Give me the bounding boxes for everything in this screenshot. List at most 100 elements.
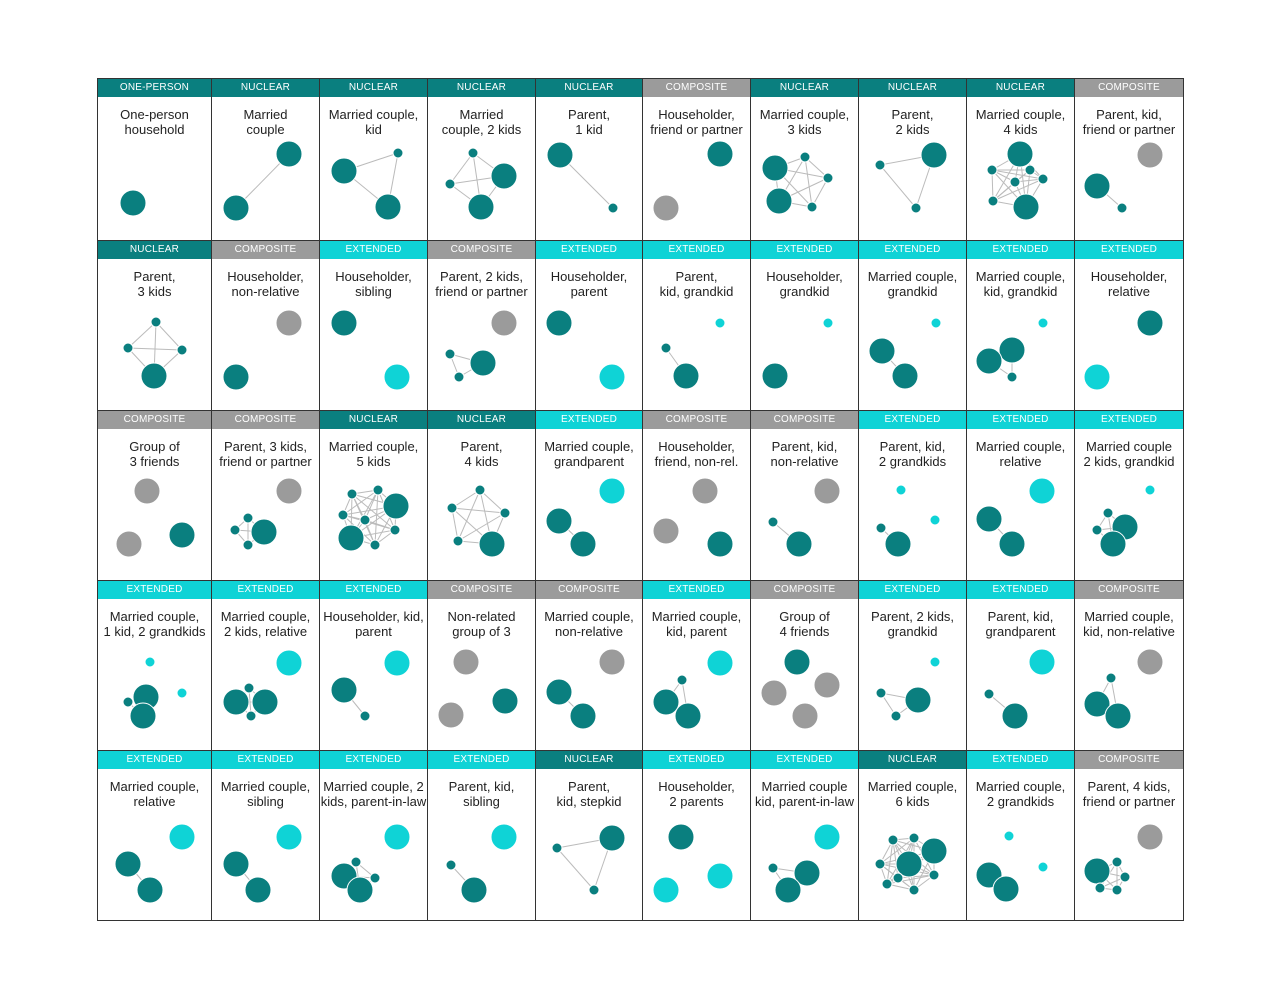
- household-label: Married couple, relative: [967, 439, 1074, 469]
- category-header: EXTENDED: [859, 411, 966, 429]
- household-cell: COMPOSITE Married couple, kid, non-relativ…: [1074, 580, 1184, 751]
- household-label-line: non-relative: [770, 454, 839, 469]
- household-label-line: Householder,: [550, 269, 628, 284]
- household-cell: EXTENDED Householder, sibling: [319, 240, 428, 411]
- household-cell: EXTENDED Householder, 2 parents: [642, 750, 751, 921]
- household-label-line: Parent,: [891, 107, 934, 122]
- household-cell: COMPOSITE Married couple, non-relative: [535, 580, 643, 751]
- household-label-line: kid, grandkid: [659, 284, 734, 299]
- household-cell: NUCLEAR Married couple, 3 kids: [750, 78, 859, 241]
- category-header: COMPOSITE: [428, 581, 535, 599]
- category-header: NUCLEAR: [428, 411, 535, 429]
- household-label: Parent, 2 kids: [859, 107, 966, 137]
- household-label-line: grandkid: [779, 284, 830, 299]
- household-label: Parent, kid, non-relative: [751, 439, 858, 469]
- household-cell: EXTENDED Married couple kid, parent-in-law: [750, 750, 859, 921]
- household-label-line: 4 kids: [464, 454, 499, 469]
- household-label-line: relative: [999, 454, 1042, 469]
- category-header: EXTENDED: [751, 241, 858, 259]
- household-label-line: kid, grandkid: [983, 284, 1058, 299]
- household-label-line: Parent, 2 kids,: [870, 609, 955, 624]
- category-header: EXTENDED: [643, 581, 750, 599]
- household-cell: COMPOSITE Parent, kid, friend or partner: [1074, 78, 1184, 241]
- household-label-line: 3 friends: [129, 454, 180, 469]
- household-cell: EXTENDED Householder, relative: [1074, 240, 1184, 411]
- household-label-line: Householder,: [1090, 269, 1168, 284]
- category-header: EXTENDED: [967, 581, 1074, 599]
- household-cell: COMPOSITE Parent, 2 kids, friend or partne…: [427, 240, 536, 411]
- household-label-line: Householder,: [658, 779, 735, 794]
- household-label: Parent, 3 kids: [98, 269, 211, 299]
- household-label: Married couple, grandparent: [536, 439, 642, 469]
- household-label-line: 3 kids: [137, 284, 172, 299]
- household-label-line: Married couple,: [109, 609, 200, 624]
- household-cell: NUCLEAR Married couple, 4 kids: [966, 78, 1075, 241]
- category-header: EXTENDED: [320, 751, 427, 769]
- household-label: Parent, 2 kids, grandkid: [859, 609, 966, 639]
- household-cell: COMPOSITE Parent, kid, non-relative: [750, 410, 859, 581]
- household-label-line: Parent,: [460, 439, 503, 454]
- household-label-line: household: [124, 122, 185, 137]
- household-label-line: grandkid: [887, 284, 938, 299]
- household-label-line: Married couple,: [867, 779, 958, 794]
- household-label-line: kid: [365, 122, 382, 137]
- household-label: Married couple 2 kids, grandkid: [1075, 439, 1183, 469]
- household-label-line: Parent, kid,: [879, 439, 946, 454]
- household-label-line: Group of: [129, 439, 180, 454]
- household-label-line: Married: [459, 107, 504, 122]
- household-cell: EXTENDED Married couple, grandkid: [858, 240, 967, 411]
- category-header: NUCLEAR: [320, 411, 427, 429]
- household-label: Parent, kid, grandkid: [643, 269, 750, 299]
- household-cell: EXTENDED Married couple, kid, parent: [642, 580, 751, 751]
- category-header: ONE-PERSON: [98, 79, 211, 97]
- household-label: Non-related group of 3: [428, 609, 535, 639]
- category-header: EXTENDED: [643, 241, 750, 259]
- household-cell: EXTENDED Parent, kid, 2 grandkids: [858, 410, 967, 581]
- household-cell: COMPOSITE Group of 3 friends: [97, 410, 212, 581]
- household-label: Householder, 2 parents: [643, 779, 750, 809]
- household-label-line: Parent,: [133, 269, 176, 284]
- household-cell: EXTENDED Householder, parent: [535, 240, 643, 411]
- household-label-line: Householder,: [766, 269, 843, 284]
- category-header: NUCLEAR: [212, 79, 319, 97]
- household-label-line: couple, 2 kids: [441, 122, 522, 137]
- household-cell: COMPOSITE Group of 4 friends: [750, 580, 859, 751]
- household-label: One-person household: [98, 107, 211, 137]
- household-label-line: friend, non-rel.: [654, 454, 739, 469]
- household-label: Group of 3 friends: [98, 439, 211, 469]
- household-label-line: friend or partner: [219, 454, 312, 469]
- household-label: Householder, non-relative: [212, 269, 319, 299]
- household-label: Parent, kid, 2 grandkids: [859, 439, 966, 469]
- category-header: NUCLEAR: [98, 241, 211, 259]
- household-cell: EXTENDED Householder, grandkid: [750, 240, 859, 411]
- household-label: Married couple, relative: [98, 779, 211, 809]
- category-header: COMPOSITE: [536, 581, 642, 599]
- household-cell: COMPOSITE Parent, 3 kids, friend or partne…: [211, 410, 320, 581]
- household-label: Parent, 1 kid: [536, 107, 642, 137]
- household-label-line: relative: [1108, 284, 1150, 299]
- category-header: EXTENDED: [428, 751, 535, 769]
- household-label-line: Married couple, 2: [323, 779, 424, 794]
- category-header: EXTENDED: [536, 241, 642, 259]
- household-cell: NUCLEAR Married couple: [211, 78, 320, 241]
- household-label-line: friend or partner: [1082, 794, 1176, 809]
- household-label-line: Parent, kid,: [1096, 107, 1162, 122]
- household-label: Parent, 3 kids, friend or partner: [212, 439, 319, 469]
- household-label-line: 2 grandkids: [878, 454, 947, 469]
- household-cell: EXTENDED Married couple, 2 kids, parent-in…: [319, 750, 428, 921]
- household-cell: EXTENDED Married couple, relative: [97, 750, 212, 921]
- category-header: COMPOSITE: [643, 411, 750, 429]
- household-cell: NUCLEAR Parent, kid, stepkid: [535, 750, 643, 921]
- household-label-line: Married couple,: [975, 439, 1066, 454]
- household-label-line: Parent, kid,: [987, 609, 1054, 624]
- household-label: Married couple kid, parent-in-law: [751, 779, 858, 809]
- category-header: EXTENDED: [212, 581, 319, 599]
- category-header: EXTENDED: [320, 241, 427, 259]
- household-label: Married couple, kid, non-relative: [1075, 609, 1183, 639]
- category-header: EXTENDED: [98, 581, 211, 599]
- household-cell: EXTENDED Married couple, 1 kid, 2 grandkid…: [97, 580, 212, 751]
- household-label-line: Parent, kid,: [771, 439, 838, 454]
- household-label: Parent, 4 kids: [428, 439, 535, 469]
- household-label-line: sibling: [463, 794, 500, 809]
- household-label-line: 2 kids, grandkid: [1083, 454, 1175, 469]
